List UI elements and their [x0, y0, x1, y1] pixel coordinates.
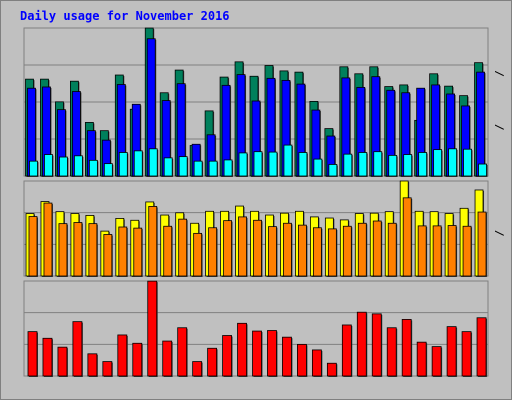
- pages-bar: [403, 154, 413, 177]
- kbytes-bar: [117, 334, 128, 377]
- kbytes-bar: [237, 322, 247, 377]
- pages-bar: [328, 164, 338, 177]
- sites-bar: [238, 216, 247, 277]
- pages-bar: [133, 150, 143, 177]
- pages-bar: [178, 156, 188, 177]
- pages-bar: [88, 159, 98, 177]
- pages-bar: [103, 163, 113, 177]
- sites-bar: [447, 225, 457, 277]
- kbytes-bar: [297, 343, 307, 377]
- sites-bar: [327, 228, 337, 277]
- sites-bar: [342, 225, 352, 277]
- kbytes-bar: [267, 330, 277, 377]
- pages-bar: [223, 159, 233, 177]
- kbytes-bar: [341, 324, 352, 377]
- kbytes-bar: [57, 346, 68, 377]
- pages-bar: [238, 152, 248, 177]
- sites-bar: [417, 225, 427, 277]
- pages-bar: [448, 148, 457, 177]
- kbytes-bar: [192, 361, 203, 377]
- kbytes-bar: [311, 349, 322, 377]
- pages-bar: [388, 154, 398, 177]
- pages-bar: [59, 156, 68, 177]
- kbytes-bar: [431, 346, 442, 377]
- kbytes-bar: [416, 341, 427, 377]
- sites-bar: [357, 222, 367, 277]
- kbytes-bar: [222, 335, 232, 377]
- sites-bar: [298, 224, 307, 277]
- kbytes-bar: [326, 362, 337, 377]
- kbytes-bar: [162, 340, 173, 377]
- sites-bar: [73, 222, 83, 277]
- chart-title: Daily usage for November 2016: [20, 9, 230, 23]
- sites-bar: [402, 197, 412, 277]
- sites-bar: [432, 225, 442, 277]
- pages-bar: [29, 160, 38, 177]
- sites-bar: [253, 219, 262, 277]
- sites-bar: [372, 220, 382, 277]
- pages-bar: [148, 148, 158, 177]
- pages-bar: [358, 152, 368, 177]
- sites-bar: [178, 218, 188, 277]
- pages-bar: [253, 151, 263, 177]
- sites-bar: [283, 222, 292, 277]
- pages-bar: [44, 154, 53, 177]
- pages-bar: [283, 144, 293, 177]
- sites-bar: [477, 211, 487, 277]
- sites-bar: [103, 234, 113, 277]
- legend-separator: /: [493, 70, 506, 77]
- sites-bar: [193, 232, 203, 277]
- legend-separator: /: [493, 230, 506, 237]
- kbytes-bar: [476, 317, 487, 377]
- kbytes-bar: [42, 337, 53, 377]
- sites-bar: [88, 223, 98, 277]
- legend-separator: /: [493, 124, 506, 131]
- sites-bar: [462, 225, 472, 277]
- kbytes-bar: [282, 336, 292, 377]
- sites-bar: [43, 202, 53, 277]
- kbytes-bar: [356, 311, 367, 377]
- kbytes-bar: [252, 330, 262, 377]
- kbytes-bar: [87, 353, 98, 377]
- sites-bar: [268, 226, 277, 277]
- pages-bar: [118, 152, 128, 177]
- sites-bar: [58, 223, 68, 277]
- kbytes-bar: [371, 313, 382, 377]
- sites-bar: [223, 220, 232, 277]
- pages-bar: [343, 153, 353, 177]
- pages-bar: [298, 152, 308, 177]
- sites-bar: [312, 227, 322, 277]
- pages-bar: [193, 160, 203, 177]
- kbytes-bar: [147, 280, 158, 377]
- kbytes-bar: [132, 342, 143, 377]
- pages-bar: [163, 157, 173, 177]
- pages-bar: [373, 151, 383, 177]
- kbytes-bar: [386, 327, 397, 377]
- sites-bar: [163, 225, 173, 277]
- pages-bar: [74, 155, 83, 177]
- kbytes-bar: [102, 361, 113, 377]
- kbytes-bar: [401, 319, 412, 377]
- pages-bar: [463, 148, 472, 177]
- pages-bar: [313, 158, 323, 177]
- pages-bar: [208, 160, 218, 177]
- kbytes-bar: [27, 331, 38, 377]
- kbytes-bar: [461, 331, 472, 377]
- sites-bar: [387, 222, 397, 277]
- kbytes-bar: [446, 326, 457, 377]
- pages-bar: [418, 152, 428, 177]
- sites-bar: [118, 226, 128, 277]
- pages-bar: [433, 149, 443, 177]
- kbytes-bar: [207, 347, 218, 377]
- kbytes-bar: [72, 321, 83, 377]
- pages-bar: [268, 151, 278, 177]
- sites-bar: [148, 206, 158, 277]
- files-bar: [476, 71, 485, 177]
- pages-bar: [478, 163, 487, 177]
- sites-bar: [208, 227, 218, 277]
- kbytes-bar: [177, 327, 188, 377]
- sites-bar: [133, 227, 143, 277]
- sites-bar: [28, 216, 38, 277]
